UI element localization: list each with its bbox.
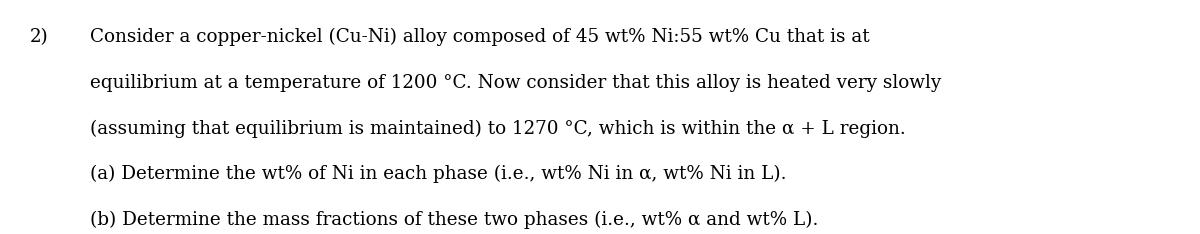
Text: (a) Determine the wt% of Ni in each phase (i.e., wt% Ni in α, wt% Ni in L).: (a) Determine the wt% of Ni in each phas… (90, 165, 786, 183)
Text: 2): 2) (30, 28, 49, 46)
Text: (assuming that equilibrium is maintained) to 1270 °C, which is within the α + L : (assuming that equilibrium is maintained… (90, 119, 906, 138)
Text: equilibrium at a temperature of 1200 °C. Now consider that this alloy is heated : equilibrium at a temperature of 1200 °C.… (90, 74, 941, 92)
Text: Consider a copper-nickel (Cu-Ni) alloy composed of 45 wt% Ni:55 wt% Cu that is a: Consider a copper-nickel (Cu-Ni) alloy c… (90, 28, 870, 46)
Text: (b) Determine the mass fractions of these two phases (i.e., wt% α and wt% L).: (b) Determine the mass fractions of thes… (90, 211, 818, 229)
